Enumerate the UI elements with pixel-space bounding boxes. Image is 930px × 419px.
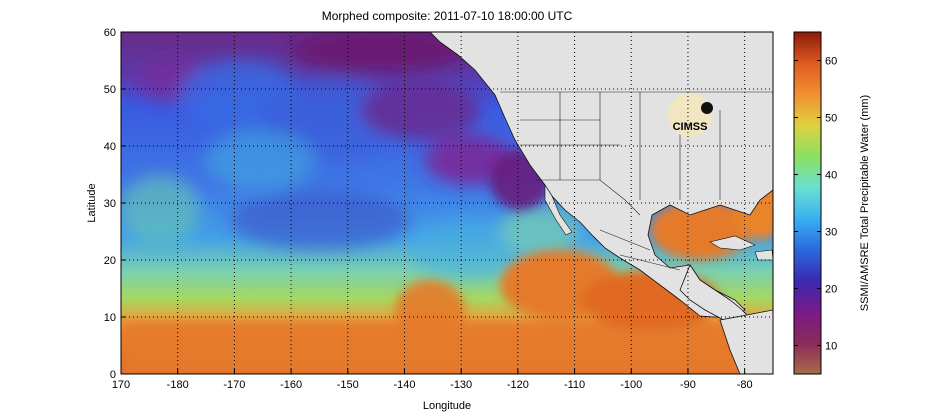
- x-tick-label: -120: [507, 379, 529, 391]
- baja-peninsula: [544, 183, 573, 236]
- y-tick-label: 50: [104, 84, 116, 96]
- y-axis: 0 10 20 30 40 50 60: [104, 27, 126, 381]
- x-tick-label: -150: [337, 379, 359, 391]
- grid-lines: [121, 32, 773, 374]
- colorbar-tick-label: 40: [825, 170, 837, 182]
- colorbar-tick-label: 50: [825, 113, 837, 125]
- colorbar-tick-label: 60: [825, 56, 837, 68]
- x-tick-label: -80: [737, 379, 753, 391]
- x-tick-label: -180: [167, 379, 189, 391]
- y-axis-label: Latitude: [86, 183, 98, 222]
- political-borders: [500, 91, 773, 271]
- colorbar-label: SSMI/AMSRE Total Precipitable Water (mm): [859, 95, 871, 311]
- y-tick-label: 60: [104, 27, 116, 39]
- colorbar-tick-label: 10: [825, 341, 837, 353]
- y-tick-label: 40: [104, 141, 116, 153]
- y-tick-label: 0: [110, 369, 116, 381]
- colorbar: [793, 31, 822, 375]
- y-tick-label: 10: [104, 312, 116, 324]
- y-tick-label: 20: [104, 255, 116, 267]
- x-axis: 170 -180 -170 -160 -150 -140 -130 -120 -110 -100 -…: [112, 369, 753, 391]
- cimss-logo-text: CIMSS: [673, 121, 708, 133]
- cimss-logo: CIMSS: [668, 93, 713, 137]
- figure-title: Morphed composite: 2011-07-10 18:00:00 U…: [322, 9, 573, 23]
- colorbar-ticks: 10 20 30 40 50 60: [794, 56, 837, 353]
- x-tick-label: -100: [620, 379, 642, 391]
- y-tick-label: 30: [104, 198, 116, 210]
- hispaniola-island: [754, 249, 773, 261]
- cuba-island: [709, 235, 756, 251]
- x-tick-label: -160: [280, 379, 302, 391]
- map-panel: CIMSS: [121, 32, 773, 374]
- x-tick-label: -170: [223, 379, 245, 391]
- colorbar-tick-label: 20: [825, 284, 837, 296]
- x-tick-label: -130: [450, 379, 472, 391]
- x-axis-label: Longitude: [423, 400, 471, 412]
- x-tick-label: -110: [564, 379, 585, 391]
- south-america-land: [719, 309, 773, 374]
- x-tick-label: 170: [112, 379, 130, 391]
- x-tick-label: -90: [680, 379, 696, 391]
- x-tick-label: -140: [393, 379, 415, 391]
- colorbar-tick-label: 30: [825, 227, 837, 239]
